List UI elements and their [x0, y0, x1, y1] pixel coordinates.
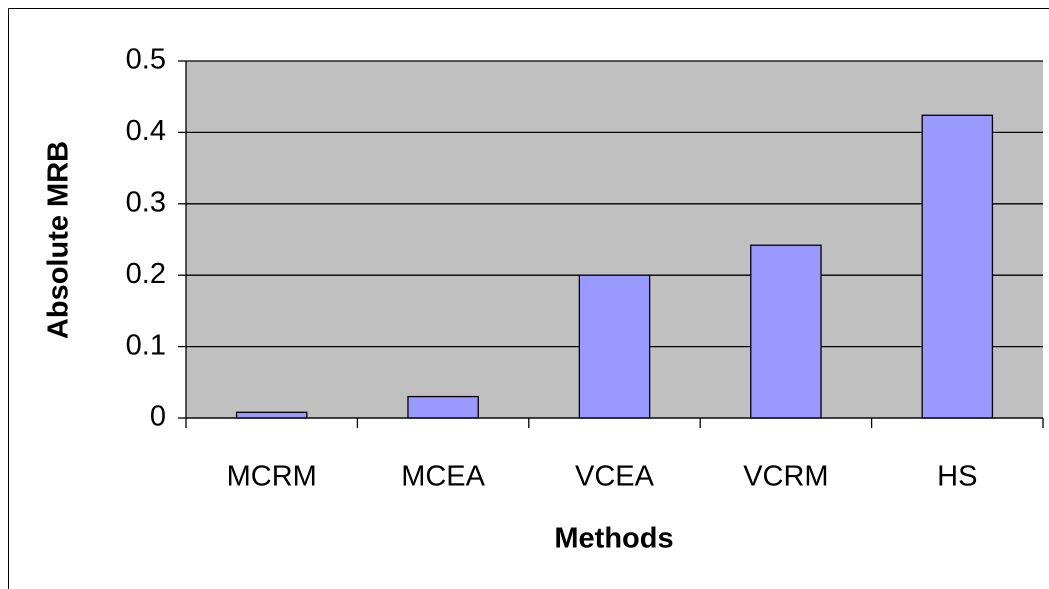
x-tick-label: VCRM: [743, 461, 828, 493]
bar: [578, 274, 651, 419]
x-tick-label: MCRM: [227, 461, 317, 493]
y-axis-title: Absolute MRB: [43, 141, 75, 339]
bar: [407, 395, 479, 419]
y-tick-label: 0.5: [126, 44, 166, 76]
x-tick-label: MCEA: [401, 461, 485, 493]
bar: [235, 411, 308, 419]
y-tick-label: 0: [150, 401, 166, 433]
x-tick-label: VCEA: [575, 461, 655, 493]
y-tick-label: 0.3: [126, 186, 166, 218]
y-tick-label: 0.1: [126, 329, 166, 361]
bar: [750, 244, 822, 419]
y-tick-label: 0.4: [126, 115, 166, 147]
bar: [921, 114, 994, 419]
y-tick-label: 0.2: [126, 258, 166, 290]
x-tick-label: HS: [937, 461, 977, 493]
x-axis-title: Methods: [554, 523, 673, 555]
